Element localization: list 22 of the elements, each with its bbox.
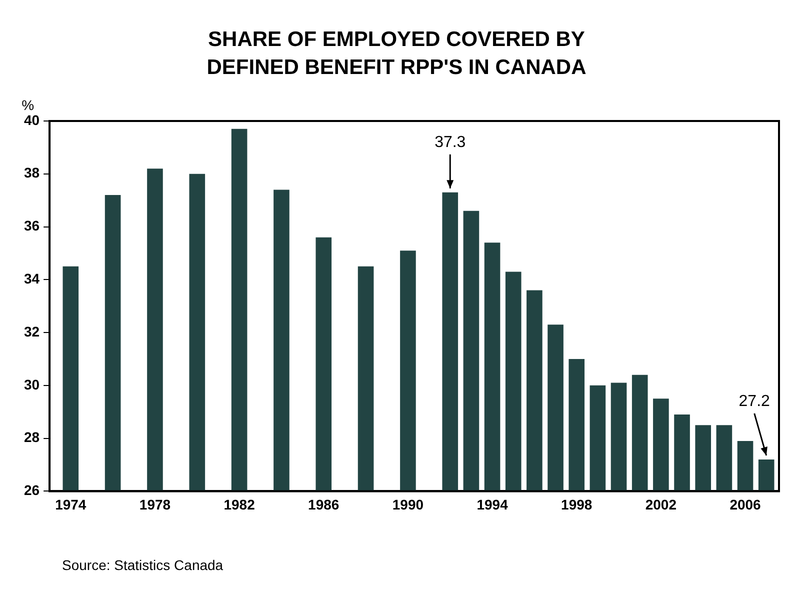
- y-tick-label: 36: [24, 218, 40, 234]
- annotation: 37.3: [434, 134, 466, 151]
- y-tick-label: 30: [24, 376, 40, 392]
- x-tick-label: 1986: [308, 496, 340, 512]
- y-tick-label: 34: [24, 270, 40, 287]
- y-tick-label: 28: [24, 429, 40, 446]
- annotation: 27.2: [738, 392, 770, 410]
- x-tick-label: 1978: [139, 496, 171, 512]
- y-axis-title: %: [22, 96, 34, 113]
- x-tick-label: 1982: [224, 496, 256, 512]
- y-tick-label: 40: [24, 112, 40, 128]
- x-tick-label: 1998: [561, 496, 592, 512]
- x-tick-label: 2002: [645, 496, 677, 512]
- x-tick-label: 1974: [55, 496, 86, 512]
- y-tick-label: 26: [24, 482, 40, 498]
- y-tick-label: 32: [24, 323, 40, 340]
- x-tick-label: 2006: [730, 496, 762, 512]
- chart-title: SHARE OF EMPLOYED COVERED BY DEFINED BENEFIT RPP'S IN CANADA: [206, 27, 588, 81]
- y-tick-label: 38: [24, 164, 40, 181]
- x-tick-label: 1990: [392, 496, 424, 512]
- x-tick-label: 1994: [476, 496, 508, 512]
- source-note: Source: Statistics Canada: [62, 557, 224, 573]
